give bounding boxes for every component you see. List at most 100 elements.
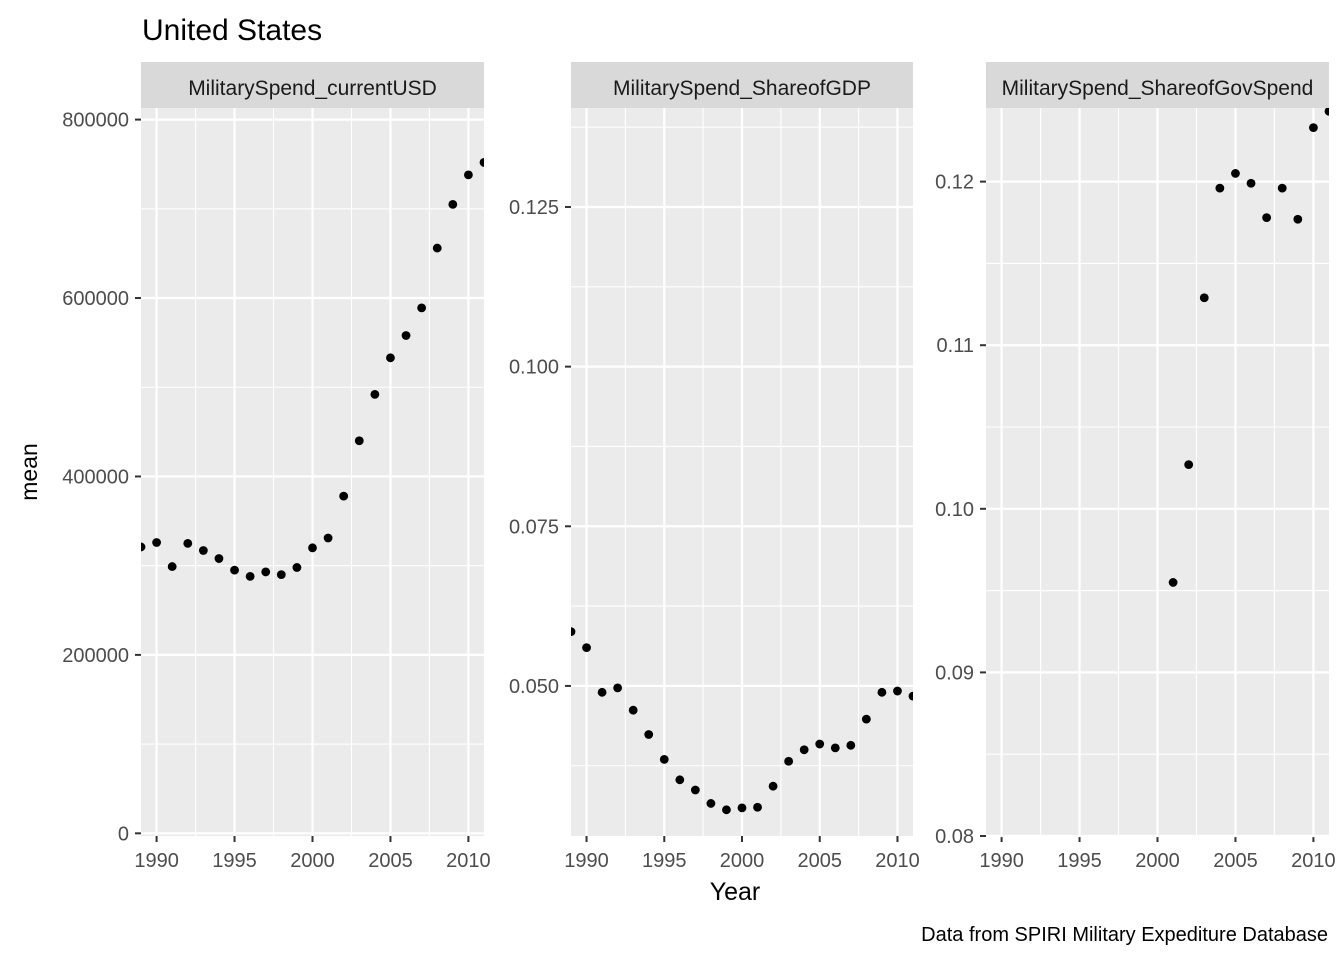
data-point: [276, 570, 286, 579]
x-tick-label: 2000: [290, 850, 335, 872]
data-point: [722, 805, 731, 815]
data-point: [1199, 293, 1209, 303]
x-tick-label: 1990: [979, 850, 1024, 872]
y-tick-label: 0.12: [935, 172, 974, 194]
facet-panel-3: MilitarySpend_ShareofGovSpend 1990 1995 200…: [935, 62, 1336, 872]
y-tick-label: 0.09: [935, 662, 974, 684]
chart-title: United States: [142, 14, 322, 47]
data-point: [571, 627, 576, 637]
y-tick-label: 0.050: [509, 676, 559, 698]
data-point: [690, 785, 700, 795]
data-point: [261, 567, 271, 577]
y-tick-label: 0.100: [509, 357, 559, 379]
data-point: [582, 643, 591, 653]
x-tick-label: 2005: [368, 850, 413, 872]
facet-strip-label: MilitarySpend_ShareofGovSpend: [1002, 77, 1314, 100]
x-tick-label: 1990: [564, 850, 609, 872]
x-tick-label: 2000: [720, 850, 765, 872]
data-point: [1324, 108, 1329, 116]
data-point: [401, 331, 411, 340]
y-tick-label: 0.125: [509, 197, 559, 219]
data-point: [448, 199, 458, 209]
data-point: [354, 436, 364, 446]
data-point: [432, 243, 442, 253]
x-tick-label: 1995: [642, 850, 687, 872]
facet-strip-label: MilitarySpend_ShareofGDP: [613, 77, 871, 100]
data-point: [908, 691, 913, 701]
data-point: [1262, 213, 1272, 223]
data-point: [308, 543, 317, 553]
data-point: [198, 546, 208, 555]
x-tick-label: 1995: [1057, 850, 1102, 872]
facet-panel-1: MilitarySpend_currentUSD 1990 1995 2000 2005…: [62, 62, 491, 872]
data-point: [230, 565, 239, 575]
data-point: [386, 353, 395, 363]
data-point: [846, 740, 856, 750]
data-point: [1231, 169, 1240, 178]
data-point: [1215, 183, 1225, 193]
data-point: [167, 562, 177, 571]
data-point: [152, 538, 161, 547]
data-point: [1293, 214, 1303, 224]
x-tick-label: 2000: [1135, 850, 1180, 872]
data-point: [464, 170, 473, 180]
data-point: [737, 803, 747, 813]
data-point: [1309, 123, 1318, 133]
y-axis-label: mean: [16, 443, 42, 501]
facet-panels: MilitarySpend_currentUSD 1990 1995 2000 2005…: [62, 62, 1336, 872]
data-point: [768, 781, 778, 791]
x-tick-label: 2005: [1213, 850, 1258, 872]
data-point: [1246, 178, 1256, 188]
y-tick-label: 0: [118, 823, 129, 845]
data-point: [815, 739, 825, 749]
x-tick-label: 2010: [875, 850, 920, 872]
y-tick-label: 0.08: [935, 826, 974, 848]
x-tick-label: 1990: [134, 850, 179, 872]
data-point: [628, 705, 638, 715]
data-point: [479, 158, 484, 167]
data-point: [830, 743, 840, 753]
facet-strip: [141, 62, 484, 108]
data-point: [893, 686, 902, 696]
data-point: [292, 563, 302, 572]
data-point: [659, 754, 669, 764]
y-tick-label: 200000: [62, 645, 129, 667]
data-point: [183, 538, 193, 548]
data-point: [1184, 460, 1194, 470]
data-point: [784, 756, 794, 766]
data-point: [644, 730, 654, 739]
x-tick-label: 1995: [212, 850, 257, 872]
y-tick-label: 800000: [62, 110, 129, 132]
facet-panel-2: MilitarySpend_ShareofGDP 1990 1995 2000 2005…: [509, 62, 920, 872]
y-tick-label: 0.11: [937, 335, 974, 357]
data-point: [861, 714, 871, 724]
data-points: [141, 158, 484, 581]
data-point: [1277, 183, 1287, 193]
data-point: [245, 571, 255, 581]
facet-strip: [986, 62, 1329, 108]
x-tick-label: 2005: [797, 850, 842, 872]
data-point: [1168, 578, 1178, 587]
data-point: [706, 799, 716, 808]
data-point: [323, 533, 333, 543]
data-point: [370, 389, 380, 399]
data-point: [214, 554, 224, 563]
data-points: [1168, 108, 1329, 587]
data-point: [339, 491, 349, 501]
data-point: [417, 303, 427, 313]
chart-caption: Data from SPIRI Military Expediture Data…: [921, 924, 1328, 946]
data-point: [613, 683, 623, 693]
data-points: [571, 627, 913, 815]
data-point: [675, 775, 685, 785]
x-tick-label: 2010: [1291, 850, 1336, 872]
data-point: [877, 687, 887, 697]
y-tick-label: 600000: [62, 288, 129, 310]
y-tick-label: 400000: [62, 466, 129, 488]
data-point: [799, 745, 809, 755]
x-axis-label: Year: [710, 878, 761, 906]
facet-strip: [571, 62, 913, 108]
x-tick-label: 2010: [446, 850, 491, 872]
data-point: [753, 802, 762, 812]
y-tick-label: 0.10: [935, 499, 974, 521]
